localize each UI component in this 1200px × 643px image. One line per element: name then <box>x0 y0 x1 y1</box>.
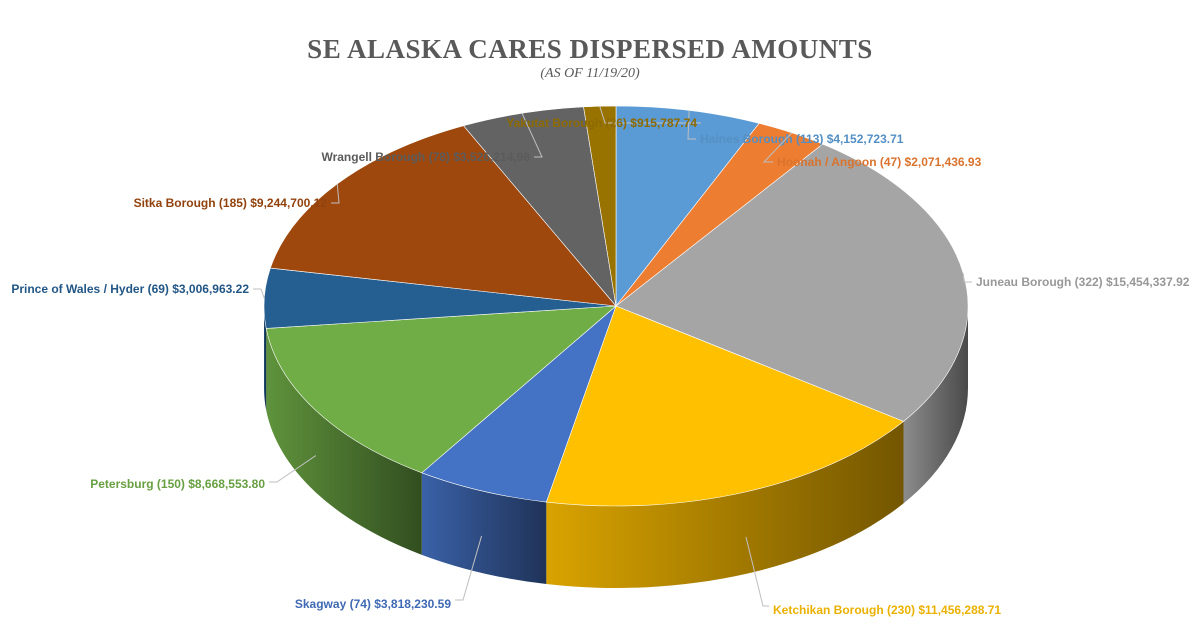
slice-label-1: Hoonah / Angoon (47) $2,071,436.93 <box>777 155 982 169</box>
pie-side-5 <box>266 328 422 555</box>
pie-side-6 <box>264 306 267 411</box>
slice-label-5: Petersburg (150) $8,668,553.80 <box>90 477 265 491</box>
pie-side-4 <box>421 472 547 585</box>
slice-label-6: Prince of Wales / Hyder (69) $3,006,963.… <box>11 282 249 296</box>
leader-line-5 <box>269 455 317 483</box>
pie-slice-5 <box>265 305 617 474</box>
slice-label-0: Haines Borough (113) $4,152,723.71 <box>700 132 904 146</box>
leader-line-3 <box>745 536 769 607</box>
chart-subtitle: (AS OF 11/19/20) <box>540 66 640 81</box>
leader-line-2 <box>962 273 972 283</box>
pie-slice-4 <box>421 305 617 503</box>
pie-labels: Haines Borough (113) $4,152,723.71 Hoonah… <box>11 106 1190 617</box>
pie-sides <box>264 306 968 588</box>
pie-side-2 <box>903 306 968 504</box>
leader-line-7 <box>331 183 340 204</box>
pie-slice-3 <box>545 305 905 507</box>
slice-label-4: Skagway (74) $3,818,230.59 <box>295 597 451 611</box>
leader-line-9 <box>599 106 701 124</box>
pie-side-3 <box>546 421 904 588</box>
chart-title: SE ALASKA CARES DISPERSED AMOUNTS <box>307 34 873 64</box>
slice-label-9: Yakutat Borough (26) $915,787.74 <box>506 116 697 130</box>
leader-line-0 <box>687 110 696 140</box>
leader-line-8 <box>521 113 543 158</box>
slice-label-2: Juneau Borough (322) $15,454,337.92 <box>976 275 1190 289</box>
slice-label-7: Sitka Borough (185) $9,244,700.12 <box>134 196 328 210</box>
leader-line-6 <box>253 288 265 299</box>
pie-slices <box>263 105 969 507</box>
slice-label-8: Wrangell Borough (78) $3,526,214,98 <box>321 150 530 164</box>
pie-slice-9 <box>583 105 617 307</box>
leader-line-4 <box>455 535 483 601</box>
leader-line-1 <box>762 132 793 163</box>
slice-label-3: Ketchikan Borough (230) $11,456,288.71 <box>773 603 1001 617</box>
pie-slice-2 <box>615 143 969 422</box>
